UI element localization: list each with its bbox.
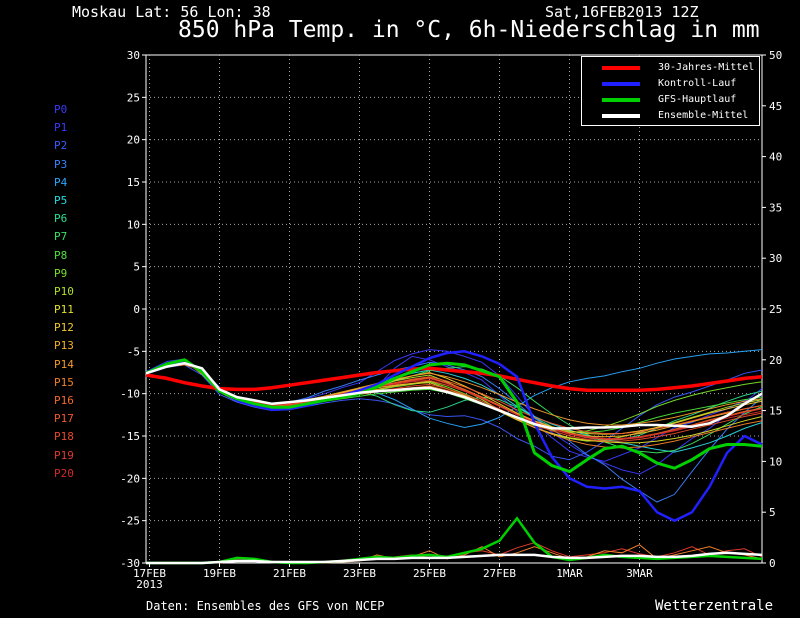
- precip-main-line: [146, 516, 763, 565]
- legend-label: 30-Jahres-Mittel: [658, 62, 755, 73]
- chart-title: 850 hPa Temp. in °C, 6h-Niederschlag in …: [178, 17, 760, 43]
- legend-label: GFS-Hauptlauf: [658, 94, 737, 105]
- y-right-tick-label: 20: [769, 354, 782, 367]
- member-temp-line: [145, 364, 763, 461]
- x-tick-label: 17FEB: [133, 567, 166, 580]
- chart-legend: 30-Jahres-Mittel Kontroll-Lauf GFS-Hauptla…: [581, 56, 760, 126]
- y-left-tick-label: 10: [127, 218, 140, 231]
- y-left-tick-label: -10: [120, 388, 140, 401]
- member-label: P17: [54, 412, 74, 426]
- y-right-tick-label: 10: [769, 455, 782, 468]
- series-line--jahres-mittel: [145, 366, 763, 393]
- x-tick-label: 25FEB: [413, 567, 446, 580]
- member-label: P4: [54, 175, 68, 189]
- member-label: P5: [54, 193, 68, 207]
- member-label: P3: [54, 157, 68, 171]
- brand-label: Wetterzentrale: [655, 598, 774, 614]
- y-left-tick-label: -30: [120, 557, 140, 570]
- y-left-tick-label: 30: [127, 49, 140, 62]
- ensemble-member-list: P0 P1 P2 P3 P4 P5 P6 P7 P8 P9 P10 P11 P12 P13 P14 P15 P1…: [54, 101, 74, 483]
- y-right-tick-label: 5: [769, 506, 776, 519]
- legend-entry: Ensemble-Mittel: [582, 108, 759, 124]
- legend-label: Ensemble-Mittel: [658, 110, 749, 121]
- member-label: P15: [54, 375, 74, 389]
- legend-swatch: [602, 98, 640, 102]
- x-tick-label: 23FEB: [343, 567, 376, 580]
- member-label: P16: [54, 394, 74, 407]
- member-label: P8: [54, 248, 68, 262]
- x-tick-label: 19FEB: [203, 567, 236, 580]
- member-label: P7: [54, 230, 68, 244]
- precip-mean-line: [146, 551, 763, 565]
- y-right-tick-label: 35: [769, 201, 782, 214]
- member-label: P1: [54, 121, 68, 135]
- y-left-tick-label: 20: [127, 134, 140, 147]
- member-label: P12: [54, 321, 74, 335]
- member-label: P6: [54, 212, 68, 226]
- y-right-tick-label: 0: [769, 557, 776, 570]
- y-left-tick-label: 15: [127, 176, 140, 189]
- member-temp-line: [145, 349, 763, 475]
- member-label: P14: [54, 357, 74, 371]
- series-line-gfs-hauptlauf: [145, 358, 763, 474]
- legend-entry: 30-Jahres-Mittel: [582, 60, 759, 76]
- member-label: P10: [54, 284, 74, 298]
- location-label: Moskau Lat: 56 Lon: 38: [72, 3, 271, 21]
- y-right-tick-label: 30: [769, 252, 782, 265]
- y-right-tick-label: 25: [769, 303, 782, 316]
- member-label: P13: [54, 339, 74, 353]
- legend-swatch: [602, 66, 640, 70]
- y-right-tick-label: 40: [769, 151, 782, 164]
- member-label: P19: [54, 448, 74, 462]
- member-label: P18: [54, 430, 74, 444]
- legend-swatch: [602, 82, 640, 86]
- y-left-tick-label: -15: [120, 430, 140, 443]
- legend-entry: GFS-Hauptlauf: [582, 92, 759, 108]
- y-left-tick-label: -20: [120, 472, 140, 485]
- y-left-tick-label: 25: [127, 91, 140, 104]
- series-line-kontroll-lauf: [145, 350, 763, 522]
- legend-entry: Kontroll-Lauf: [582, 76, 759, 92]
- x-tick-label: 3MAR: [626, 567, 653, 580]
- legend-label: Kontroll-Lauf: [658, 78, 737, 89]
- member-temp-line: [145, 359, 763, 453]
- member-label: P20: [54, 466, 74, 480]
- member-label: P11: [54, 303, 74, 317]
- y-left-tick-label: -25: [120, 515, 140, 528]
- y-right-tick-label: 45: [769, 100, 782, 113]
- member-label: P0: [54, 103, 68, 116]
- x-tick-label: 2013: [136, 578, 163, 591]
- member-temp-line: [145, 364, 763, 449]
- member-label: P2: [54, 139, 68, 153]
- y-right-tick-label: 15: [769, 405, 782, 418]
- legend-swatch: [602, 114, 640, 118]
- y-right-tick-label: 50: [769, 49, 782, 62]
- x-tick-label: 21FEB: [273, 567, 306, 580]
- run-time-label: Sat,16FEB2013 12Z: [545, 3, 699, 21]
- x-tick-label: 27FEB: [483, 567, 516, 580]
- y-left-tick-label: -5: [127, 345, 140, 358]
- member-label: P9: [54, 266, 68, 280]
- y-left-tick-label: 5: [133, 261, 140, 274]
- y-left-tick-label: 0: [133, 303, 140, 316]
- series-line-ensemble-mittel: [145, 361, 763, 430]
- x-tick-label: 1MAR: [556, 567, 583, 580]
- data-source-label: Daten: Ensembles des GFS von NCEP: [146, 599, 385, 613]
